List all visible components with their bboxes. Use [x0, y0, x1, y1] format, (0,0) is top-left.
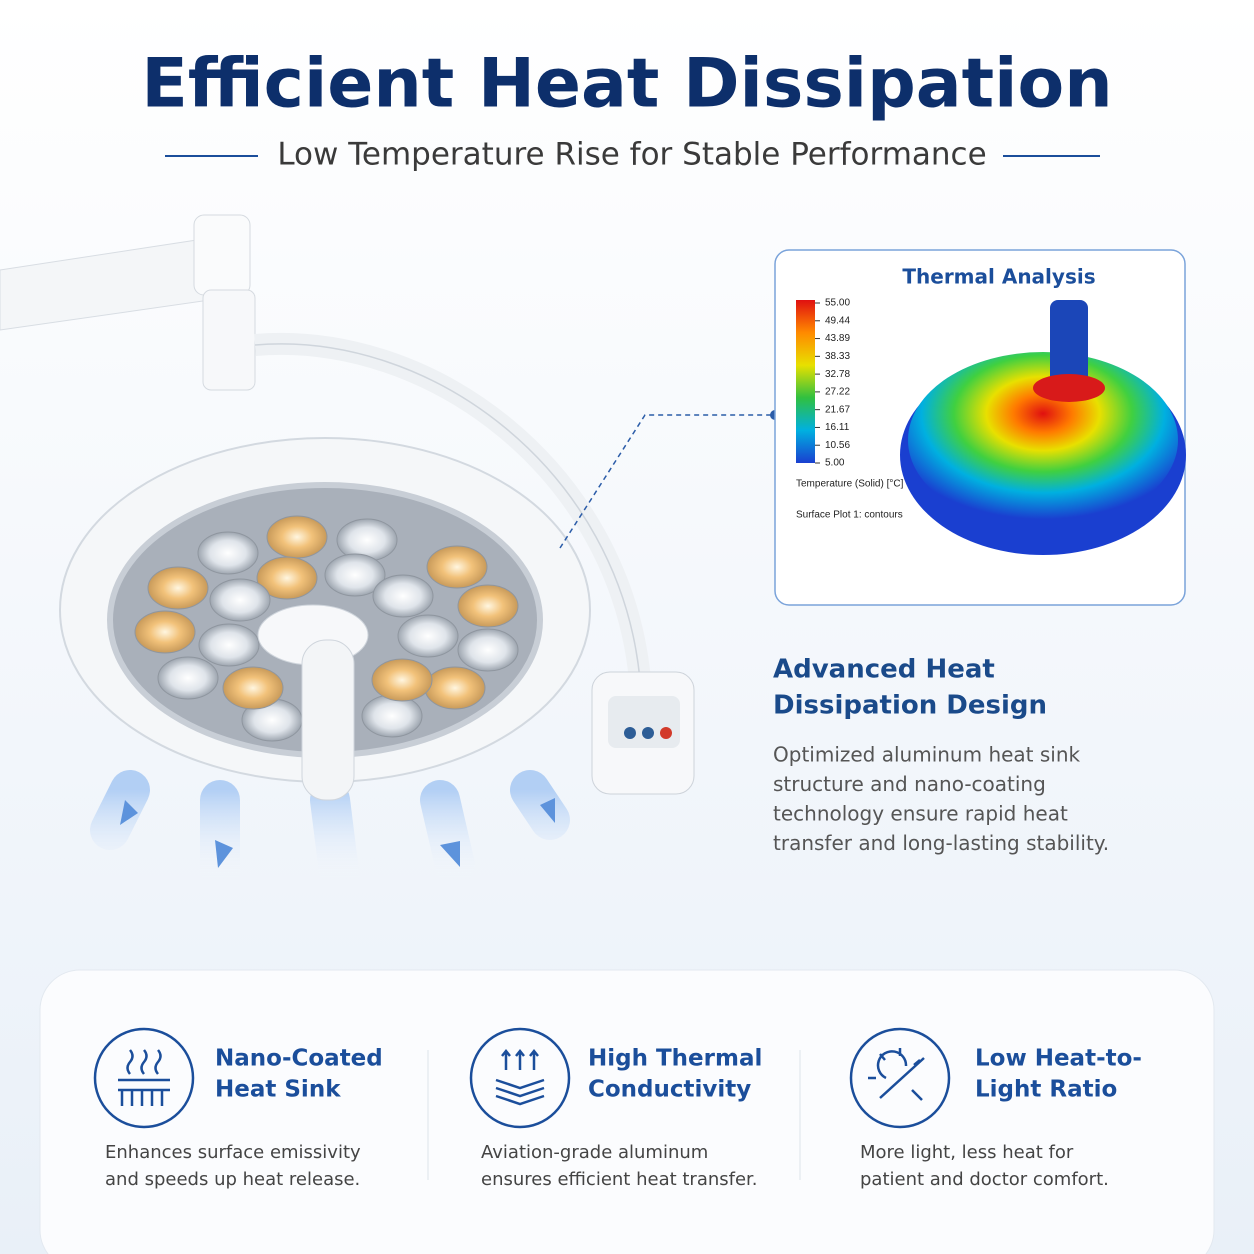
feature-description: and speeds up heat release.	[105, 1169, 360, 1190]
legend-label: 49.44	[825, 315, 850, 326]
led	[397, 614, 459, 658]
legend-label: 55.00	[825, 298, 850, 309]
design-heading: Dissipation Design	[773, 691, 1047, 721]
legend-label: 10.56	[825, 440, 850, 451]
led	[426, 545, 488, 589]
button	[642, 727, 654, 739]
color-bar	[796, 300, 815, 463]
led	[371, 658, 433, 702]
light-ratio-icon	[868, 1048, 925, 1101]
lamp	[0, 214, 695, 900]
design-body: transfer and long-lasting stability.	[773, 831, 1109, 855]
legend-plot: Surface Plot 1: contours	[796, 510, 903, 521]
led	[424, 666, 486, 710]
thermal-panel: Thermal Analysis Temperature (Solid) [°C…	[774, 249, 1186, 606]
led	[198, 623, 260, 667]
led	[197, 531, 259, 575]
legend-label: 38.33	[825, 351, 850, 362]
led	[457, 584, 519, 628]
feature-title: Conductivity	[588, 1077, 751, 1103]
icon-ring	[849, 1027, 951, 1129]
subtitle: Low Temperature Rise for Stable Performa…	[277, 137, 986, 173]
feature-title: Heat Sink	[215, 1077, 341, 1103]
feature-title: Low Heat-to-	[975, 1046, 1142, 1072]
legend-label: 43.89	[825, 333, 850, 344]
page-title: Efficient Heat Dissipation	[141, 45, 1112, 124]
legend-label: 16.11	[825, 422, 850, 433]
led	[222, 666, 284, 710]
heat-stem	[1050, 300, 1088, 385]
legend-label: 27.22	[825, 387, 850, 398]
legend-quantity: Temperature (Solid) [°C]	[796, 479, 904, 490]
led	[324, 553, 386, 597]
led	[147, 566, 209, 610]
feature-description: patient and doctor comfort.	[860, 1169, 1109, 1190]
feature-description: Aviation-grade aluminum	[481, 1142, 708, 1163]
joint	[202, 289, 256, 391]
keypad	[608, 696, 680, 748]
feature-title: High Thermal	[588, 1046, 762, 1072]
yoke-edge	[254, 343, 641, 681]
legend-label: 32.78	[825, 369, 850, 380]
design-heading: Advanced Heat	[773, 655, 995, 685]
connector	[559, 414, 775, 549]
icon-ring	[93, 1027, 195, 1129]
led	[266, 515, 328, 559]
heat-dome	[908, 352, 1178, 528]
features: Nano-Coated Heat Sink Enhances surface emi…	[105, 1046, 1142, 1191]
legend-label: 21.67	[825, 404, 850, 415]
heat-sink-icon	[118, 1049, 170, 1106]
icons	[93, 1027, 951, 1129]
feature-card	[39, 969, 1215, 1254]
panel-title: Thermal Analysis	[902, 265, 1095, 289]
design-body: Optimized aluminum heat sink	[773, 743, 1081, 767]
led	[372, 574, 434, 618]
led	[209, 578, 271, 622]
led	[457, 628, 519, 672]
design-body: technology ensure rapid heat	[773, 802, 1068, 826]
feature-title: Nano-Coated	[215, 1046, 383, 1072]
led	[361, 694, 423, 738]
led	[256, 556, 318, 600]
arrows	[120, 798, 555, 868]
legend-label: 5.00	[825, 458, 845, 469]
led	[134, 610, 196, 654]
conductivity-icon	[495, 1048, 545, 1106]
feature-description: Enhances surface emissivity	[105, 1142, 361, 1163]
feature-description: ensures efficient heat transfer.	[481, 1169, 758, 1190]
button	[624, 727, 636, 739]
feature-title: Light Ratio	[975, 1077, 1117, 1103]
heat-core	[1033, 374, 1105, 402]
feature-description: More light, less heat for	[860, 1142, 1074, 1163]
design-body: structure and nano-coating	[773, 772, 1046, 796]
led	[157, 656, 219, 700]
airflow	[90, 770, 570, 900]
button	[660, 727, 672, 739]
handle	[301, 639, 355, 801]
joint	[193, 214, 251, 296]
design-text: Advanced Heat Dissipation Design Optimized…	[773, 655, 1109, 856]
icon-ring	[469, 1027, 571, 1129]
